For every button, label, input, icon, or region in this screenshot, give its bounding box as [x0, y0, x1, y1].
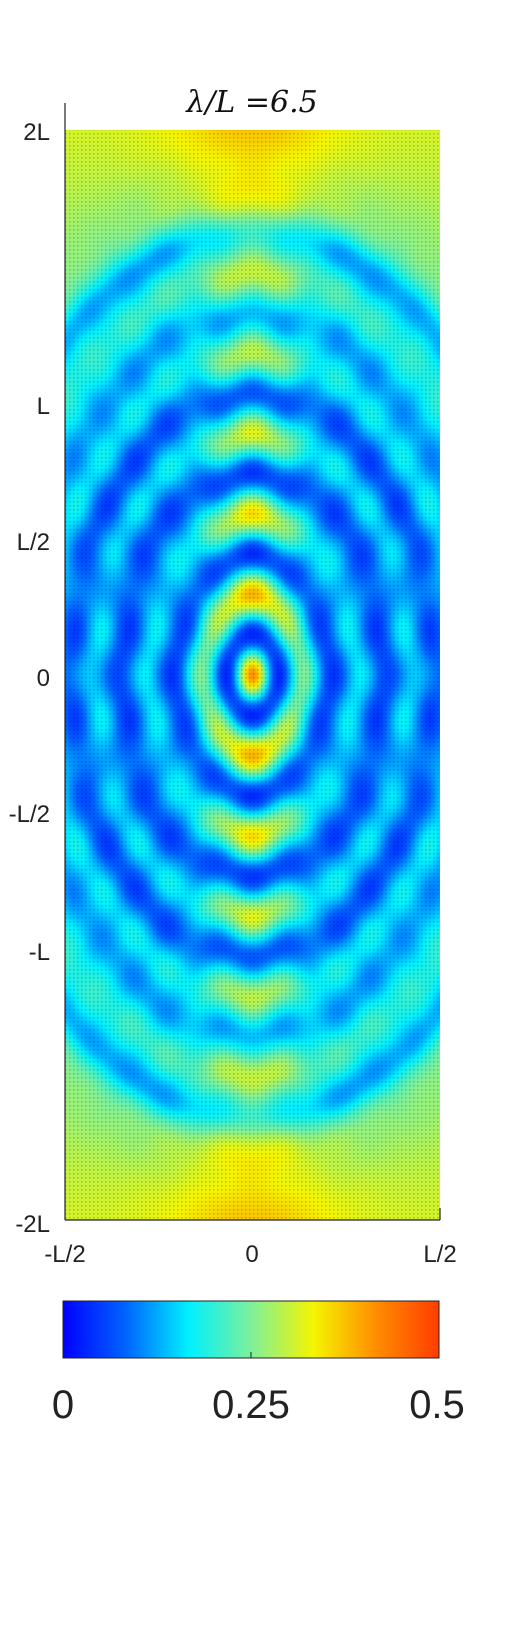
y-tick-label: L — [37, 393, 50, 420]
y-tick-label: 2L — [23, 119, 50, 146]
y-tick-label: -2L — [15, 1211, 50, 1238]
x-tick-label: L/2 — [423, 1241, 456, 1268]
colorbar-tick-label: 0 — [52, 1383, 74, 1427]
colorbar-bar — [62, 1300, 440, 1359]
y-tick-label: L/2 — [17, 529, 50, 556]
x-tick-label: -L/2 — [44, 1241, 85, 1268]
y-tick-labels: 2L L L/2 0 -L/2 -L -2L — [9, 119, 50, 1238]
y-tick-label: -L/2 — [9, 801, 50, 828]
quiver-dots-overlay — [65, 130, 440, 1220]
colorbar-tick-label: 0.5 — [409, 1383, 465, 1427]
y-tick-label: 0 — [37, 665, 50, 692]
x-tick-label: 0 — [245, 1241, 258, 1268]
chart-title: λ/L =6.5 — [185, 85, 317, 120]
heatmap-field — [65, 130, 440, 1220]
x-tick-labels: -L/2 0 L/2 — [44, 1241, 456, 1268]
colorbar: 0 0.25 0.5 — [52, 1300, 465, 1427]
y-tick-label: -L — [29, 939, 50, 966]
colorbar-tick-label: 0.25 — [212, 1383, 290, 1427]
